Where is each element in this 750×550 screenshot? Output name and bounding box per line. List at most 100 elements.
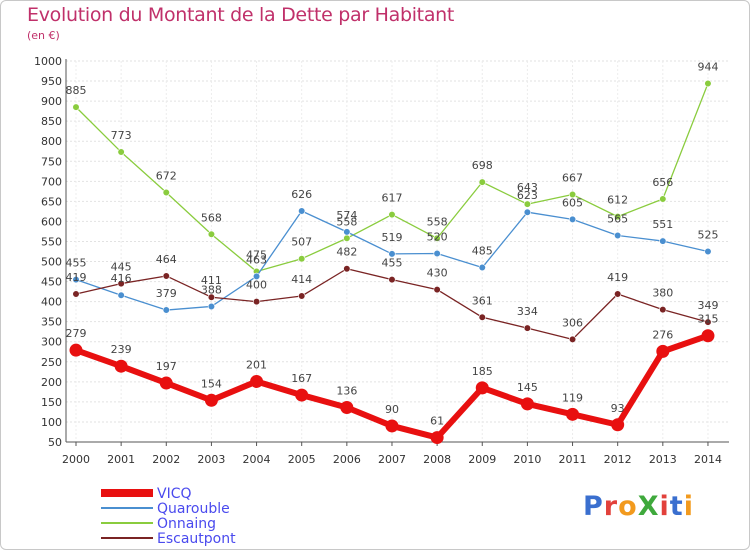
- legend-label: Onnaing: [157, 516, 216, 532]
- legend-label: Escautpont: [157, 531, 236, 547]
- logo-letter: o: [618, 491, 638, 522]
- data-point: [475, 381, 489, 395]
- data-label: 617: [381, 192, 402, 205]
- data-label: 419: [607, 271, 628, 284]
- logo-letter: i: [683, 491, 694, 522]
- y-tick-label: 450: [41, 276, 62, 289]
- data-label: 455: [66, 257, 87, 270]
- data-label: 773: [111, 129, 132, 142]
- data-point: [566, 407, 580, 421]
- data-point: [478, 178, 486, 186]
- data-point: [614, 231, 622, 240]
- data-point: [388, 211, 396, 219]
- data-point: [295, 388, 309, 402]
- data-label: 623: [517, 189, 538, 202]
- logo-letter: t: [669, 491, 684, 522]
- data-point: [343, 265, 351, 273]
- y-tick-label: 350: [41, 316, 62, 329]
- data-label: 519: [381, 231, 402, 244]
- series-quarouble: [72, 207, 712, 314]
- data-point: [523, 324, 532, 332]
- y-tick-label: 400: [41, 296, 62, 309]
- data-label: 167: [291, 372, 312, 385]
- data-label: 380: [652, 287, 673, 300]
- data-point: [69, 343, 83, 357]
- data-label: 558: [336, 215, 357, 228]
- data-point: [162, 188, 170, 197]
- logo-letter: P: [583, 491, 604, 522]
- data-label: 626: [291, 188, 312, 201]
- y-tick-label: 150: [41, 396, 62, 409]
- y-tick-label: 600: [41, 215, 62, 228]
- data-point: [388, 250, 396, 258]
- data-label: 349: [697, 299, 718, 312]
- data-point: [207, 293, 216, 301]
- data-label: 119: [562, 391, 583, 404]
- y-tick-label: 1000: [34, 55, 62, 68]
- data-label: 145: [517, 381, 538, 394]
- data-label: 93: [611, 402, 625, 415]
- x-tick-label: 2006: [333, 453, 361, 466]
- legend-label: VICQ: [157, 486, 192, 502]
- data-label: 276: [652, 328, 673, 341]
- data-point: [568, 335, 577, 343]
- chart-title: Evolution du Montant de la Dette par Hab…: [27, 4, 455, 26]
- x-tick-label: 2012: [604, 453, 632, 466]
- x-tick-label: 2010: [513, 453, 541, 466]
- data-point: [343, 228, 351, 236]
- x-tick-label: 2014: [694, 453, 722, 466]
- data-point: [611, 418, 625, 432]
- data-point: [430, 431, 444, 445]
- data-point: [385, 419, 399, 433]
- data-label: 379: [156, 287, 177, 300]
- data-point: [117, 291, 125, 299]
- data-point: [343, 234, 351, 242]
- data-label: 445: [111, 261, 132, 274]
- data-point: [520, 397, 534, 411]
- labels-quarouble: 455 416 379 388 463 626 574 519 520 485 623 605 565 5…: [66, 188, 719, 300]
- labels-vicq: 279 239 197 154 201 167 136 90 61 185 145 119 93 276 3…: [66, 313, 719, 428]
- y-tick-label: 700: [41, 175, 62, 188]
- y-tick-label: 650: [41, 195, 62, 208]
- data-point: [298, 207, 306, 215]
- data-label: 315: [697, 313, 718, 326]
- data-point: [159, 376, 173, 390]
- data-label: 885: [66, 84, 87, 97]
- data-point: [114, 359, 128, 373]
- x-tick-label: 2007: [378, 453, 406, 466]
- y-tick-label: 100: [41, 416, 62, 429]
- x-tick-label: 2008: [423, 453, 451, 466]
- data-point: [704, 318, 712, 326]
- x-tick-label: 2013: [649, 453, 677, 466]
- data-label: 574: [336, 209, 357, 222]
- data-point: [701, 329, 715, 343]
- grid: 50 100 150 200 250 300 350 400 450 500 550 600 650 70…: [34, 55, 729, 449]
- data-label: 197: [156, 360, 177, 373]
- data-label: 201: [246, 358, 267, 371]
- data-point: [433, 234, 441, 242]
- y-tick-label: 900: [41, 95, 62, 108]
- data-label: 507: [291, 236, 312, 249]
- data-point: [72, 103, 80, 111]
- data-point: [704, 79, 712, 88]
- data-label: 430: [427, 267, 448, 280]
- data-label: 525: [697, 229, 718, 242]
- data-label: 568: [201, 211, 222, 224]
- proxiti-logo: ProXiti: [583, 491, 694, 522]
- data-point: [207, 230, 216, 238]
- data-label: 463: [246, 253, 267, 266]
- y-tick-label: 300: [41, 336, 62, 349]
- data-label: 565: [607, 212, 628, 225]
- data-point: [659, 237, 667, 245]
- data-point: [72, 275, 80, 284]
- data-label: 414: [291, 273, 312, 286]
- data-label: 419: [66, 271, 87, 284]
- data-point: [478, 263, 486, 272]
- data-point: [204, 393, 218, 407]
- data-point: [298, 255, 306, 263]
- data-label: 520: [427, 231, 448, 244]
- data-point: [659, 306, 667, 314]
- data-label: 656: [652, 176, 673, 189]
- data-label: 667: [562, 172, 583, 185]
